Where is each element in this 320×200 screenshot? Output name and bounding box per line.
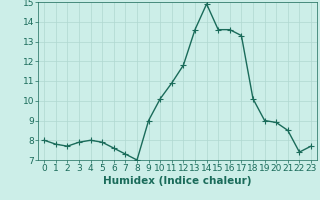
X-axis label: Humidex (Indice chaleur): Humidex (Indice chaleur) [103, 176, 252, 186]
